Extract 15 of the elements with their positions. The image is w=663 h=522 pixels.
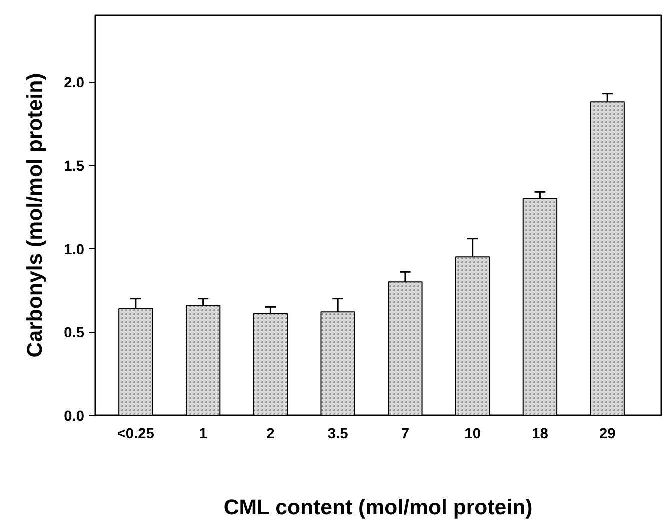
x-tick-label: 7	[401, 426, 410, 442]
y-tick-label: 2.0	[64, 76, 84, 92]
x-tick-label: 18	[532, 426, 548, 442]
x-axis-title: CML content (mol/mol protein)	[224, 496, 533, 520]
y-tick-label: 1.5	[64, 159, 84, 175]
y-tick-label: 0.5	[64, 326, 84, 342]
x-tick-label: 10	[464, 426, 481, 442]
x-tick-label: 1	[199, 426, 208, 442]
x-tick-label: 2	[266, 426, 275, 442]
x-tick-label: <0.25	[117, 426, 154, 442]
y-tick-label: 1.0	[64, 242, 84, 258]
y-tick-label: 0.0	[64, 409, 84, 425]
x-tick-label: 29	[599, 426, 616, 442]
y-axis-title: Carbonyls (mol/mol protein)	[23, 73, 48, 358]
x-tick-label: 3.5	[328, 426, 348, 442]
